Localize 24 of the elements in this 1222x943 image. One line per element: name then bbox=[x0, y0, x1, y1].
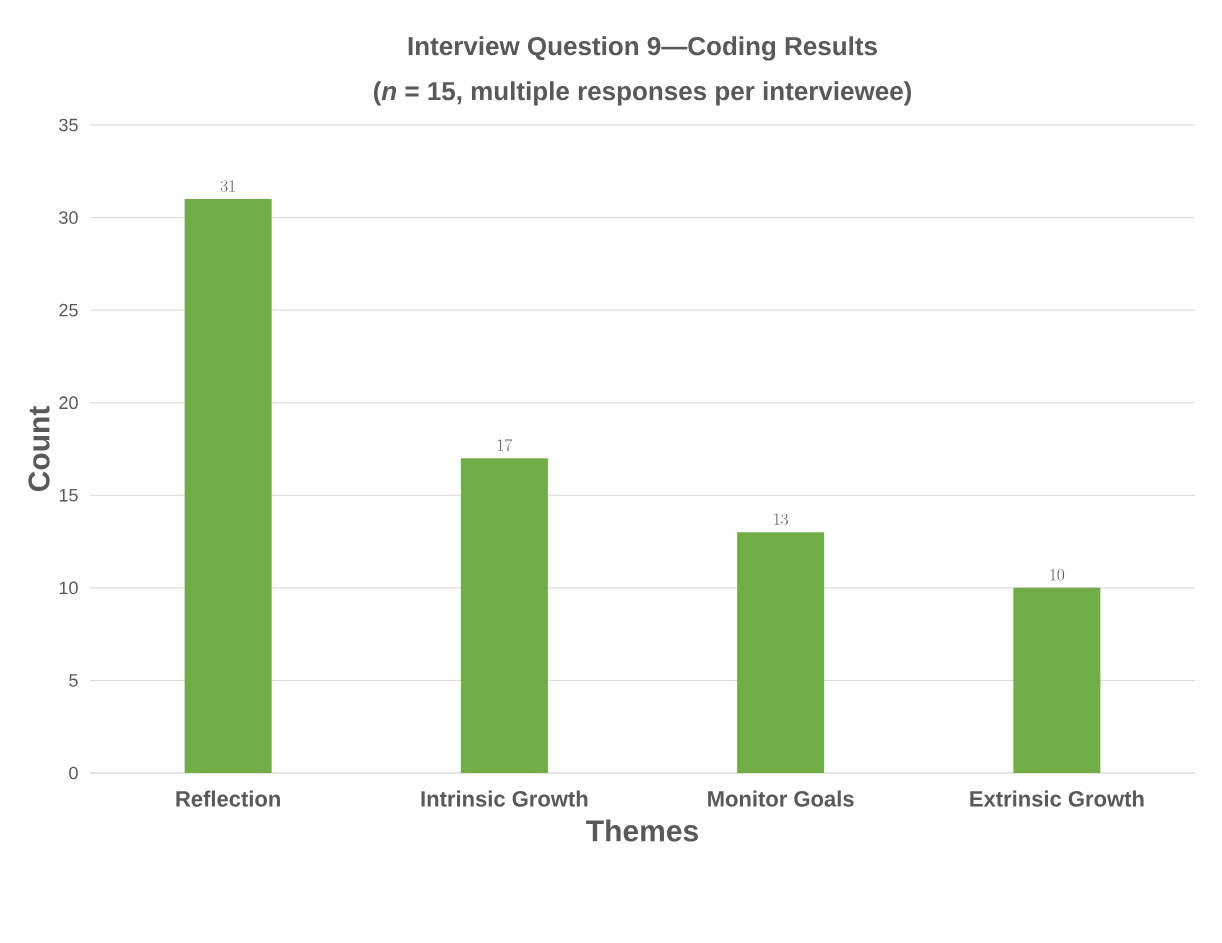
data-label: 10 bbox=[1050, 568, 1065, 581]
bar bbox=[737, 532, 825, 773]
x-tick-label: Extrinsic Growth bbox=[970, 790, 1144, 807]
data-label: 13 bbox=[774, 513, 788, 526]
x-axis-title: Themes bbox=[586, 819, 698, 842]
x-tick-label: Monitor Goals bbox=[708, 790, 854, 807]
data-label: 31 bbox=[220, 180, 235, 192]
y-tick-label: 0 bbox=[69, 766, 78, 780]
x-tick-label: Intrinsic Growth bbox=[421, 790, 588, 807]
y-tick-label: 5 bbox=[69, 674, 78, 687]
y-tick-label: 35 bbox=[59, 118, 78, 132]
x-tick-label: Reflection bbox=[176, 790, 280, 807]
chart-subtitle: (n = 15, multiple responses per interviewee) bbox=[373, 81, 912, 106]
chart-title: Interview Question 9—Coding Results bbox=[408, 36, 877, 61]
bar bbox=[460, 458, 548, 773]
bar bbox=[1013, 587, 1101, 773]
y-tick-label: 15 bbox=[59, 489, 78, 502]
y-tick-label: 10 bbox=[59, 581, 78, 595]
y-tick-label: 30 bbox=[59, 211, 78, 224]
y-tick-label: 25 bbox=[59, 303, 78, 317]
data-label: 17 bbox=[497, 439, 513, 452]
bar bbox=[184, 199, 272, 773]
y-axis-title: Count bbox=[28, 406, 50, 492]
y-tick-label: 20 bbox=[59, 396, 78, 410]
